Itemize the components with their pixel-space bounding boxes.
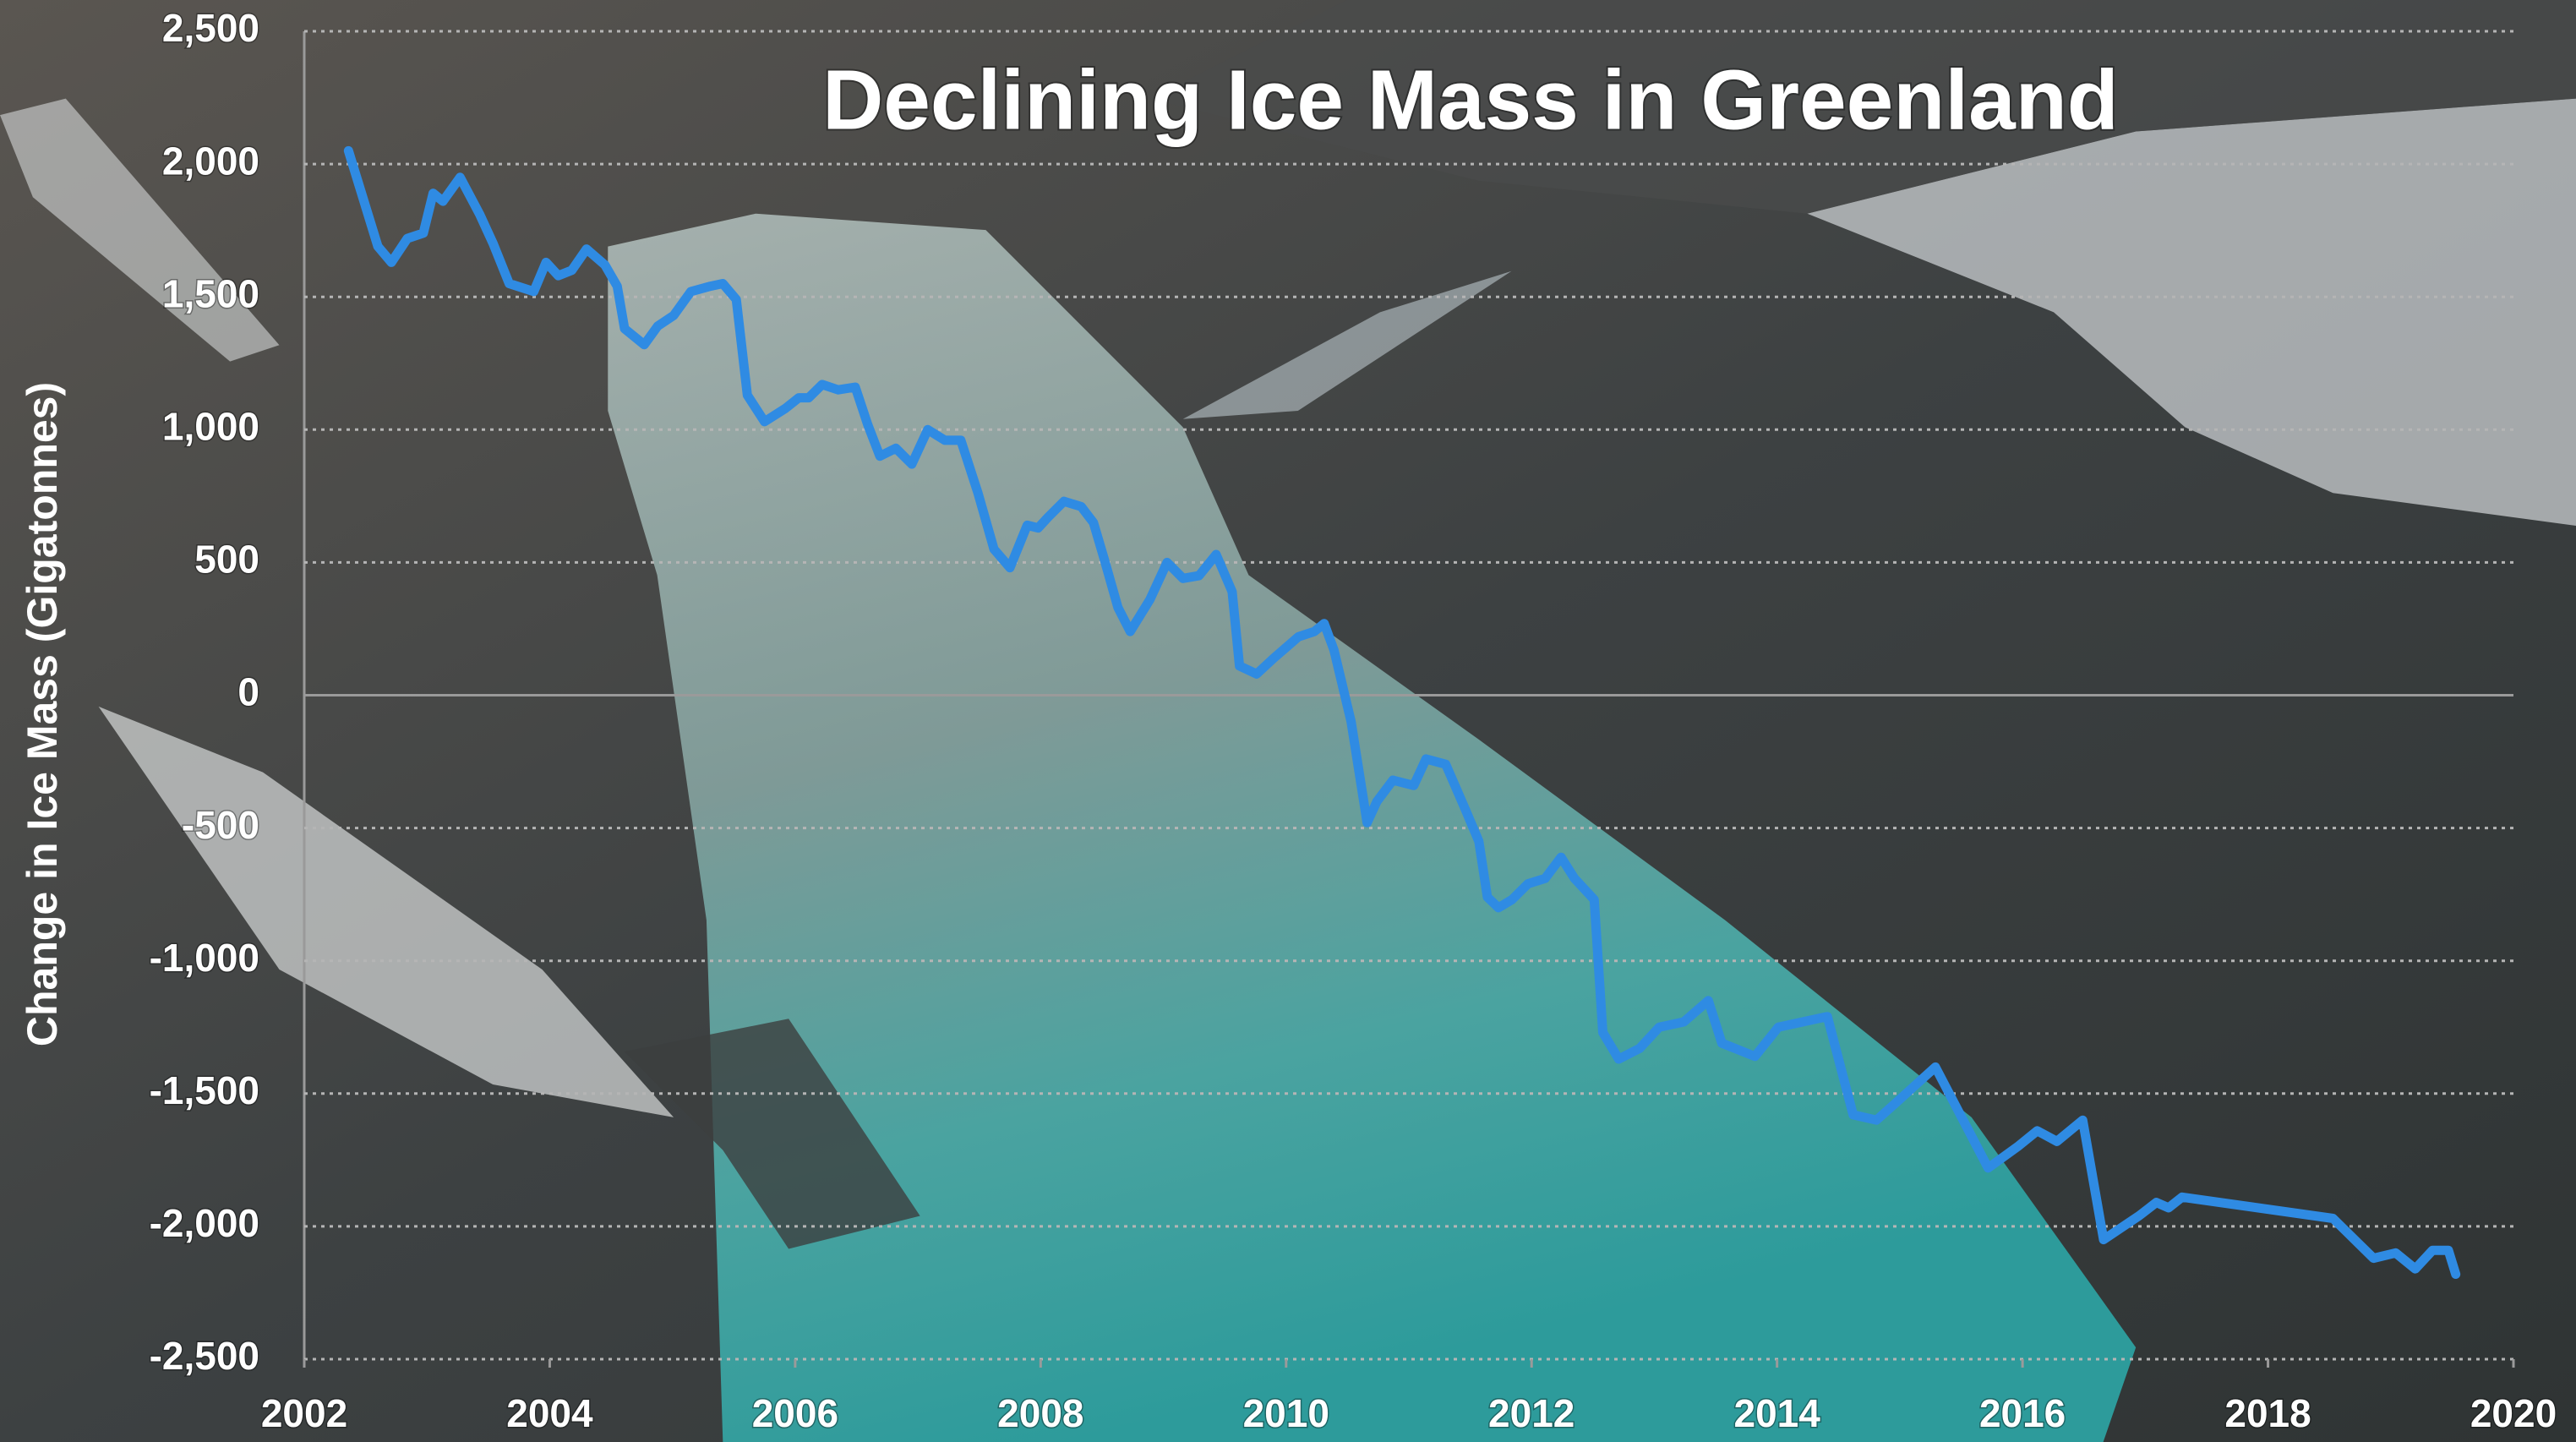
y-tick-label: 1,500 [162, 271, 259, 315]
x-tick-label: 2008 [997, 1391, 1083, 1435]
x-tick-label: 2014 [1733, 1391, 1820, 1435]
x-tick-label: 2002 [261, 1391, 347, 1435]
x-tick-label: 2020 [2470, 1391, 2557, 1435]
chart-title: Declining Ice Mass in Greenland [822, 52, 2119, 147]
x-tick-label: 2006 [752, 1391, 838, 1435]
y-tick-label: -500 [182, 803, 259, 847]
y-tick-label: -1,500 [150, 1068, 259, 1112]
x-tick-label: 2010 [1243, 1391, 1329, 1435]
y-tick-label: -1,000 [150, 936, 259, 980]
x-tick-label: 2018 [2224, 1391, 2311, 1435]
y-tick-label: 0 [237, 670, 259, 714]
x-tick-label: 2004 [506, 1391, 593, 1435]
y-tick-label: 2,500 [162, 6, 259, 50]
y-axis-title: Change in Ice Mass (Gigatonnes) [19, 382, 66, 1046]
x-tick-label: 2016 [1979, 1391, 2066, 1435]
x-tick-label: 2012 [1488, 1391, 1575, 1435]
y-tick-label: -2,500 [150, 1334, 259, 1378]
y-tick-label: -2,000 [150, 1201, 259, 1245]
y-tick-label: 1,000 [162, 404, 259, 448]
y-tick-label: 500 [194, 538, 259, 582]
ice-mass-line [343, 145, 2461, 1279]
y-tick-label: 2,000 [162, 139, 259, 183]
